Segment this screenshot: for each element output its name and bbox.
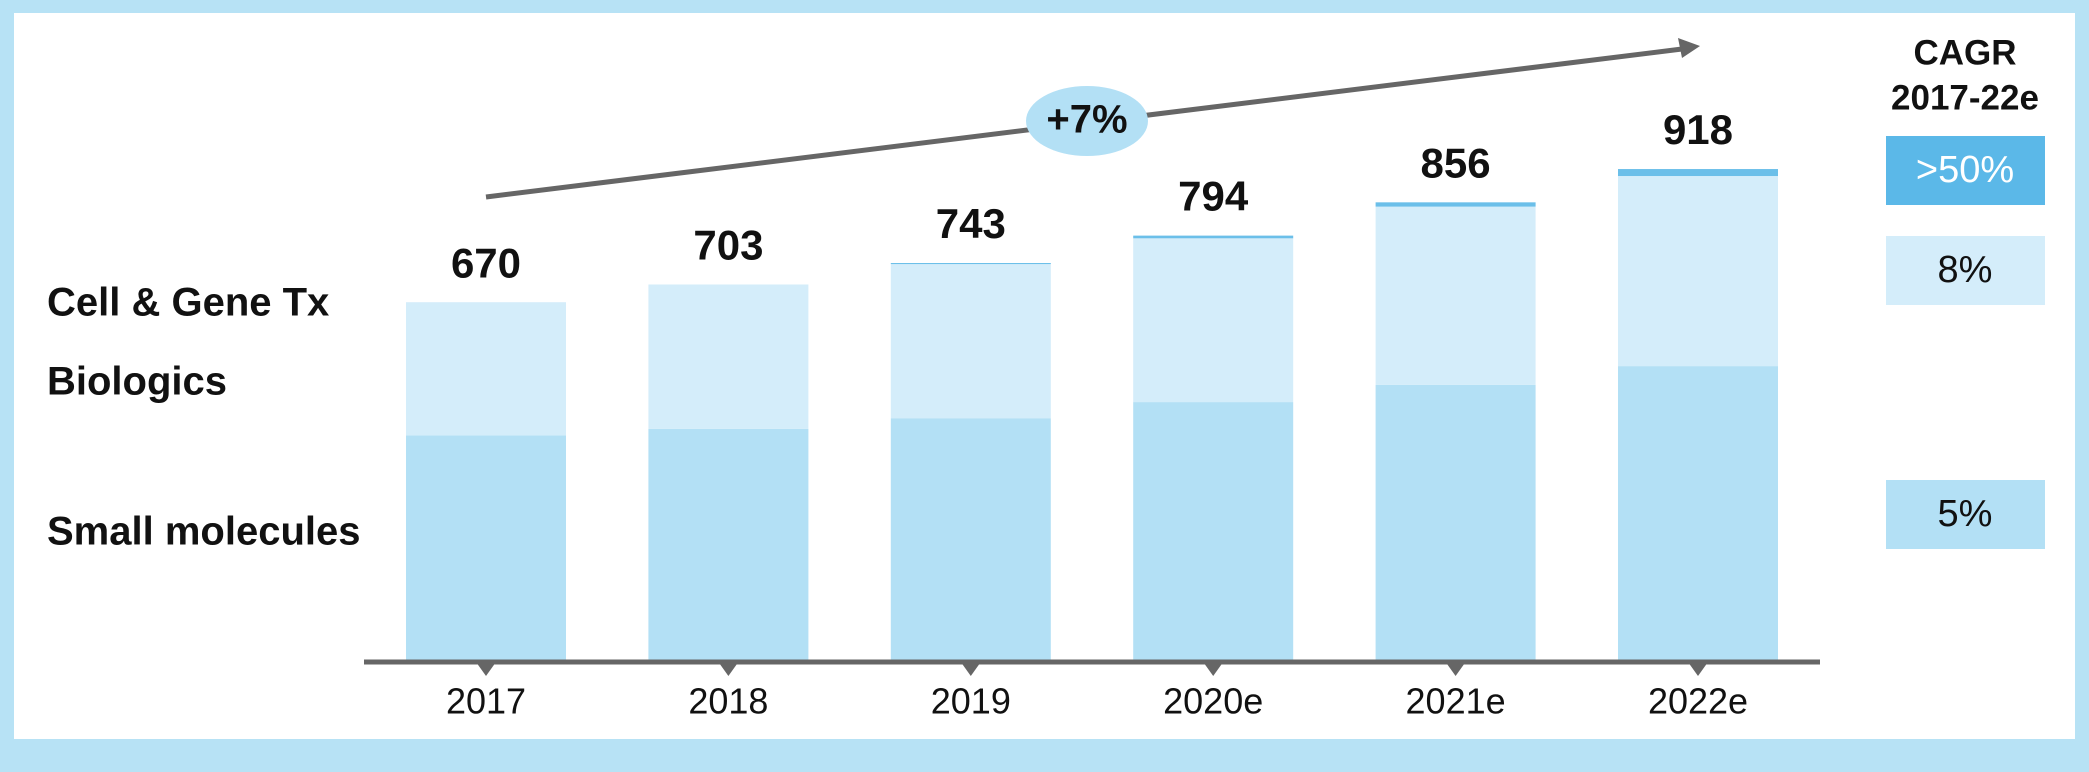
bar-segment	[1618, 169, 1778, 177]
bar-segment	[1375, 202, 1536, 207]
tick-marker	[1445, 662, 1466, 676]
total-label: 794	[1178, 173, 1249, 220]
legend-label: Cell & Gene Tx	[47, 281, 329, 325]
bar-segment	[1133, 235, 1294, 239]
bar-segment	[1375, 384, 1536, 662]
tick-marker	[960, 662, 981, 676]
cagr-box	[1886, 136, 2045, 205]
total-label: 856	[1421, 139, 1491, 186]
annotation: +7%	[1046, 98, 1127, 142]
bar-segment	[890, 263, 1051, 265]
bar-segment	[406, 435, 566, 662]
bar-segment	[648, 428, 809, 662]
bar-segment	[1375, 206, 1536, 385]
x-tick-label: 2019	[931, 681, 1011, 722]
x-tick-label: 2017	[446, 681, 526, 722]
tick-marker	[1203, 662, 1224, 676]
tick-marker	[1688, 662, 1708, 676]
cagr-label: 5%	[1938, 493, 1993, 535]
arrow-head	[1678, 38, 1700, 58]
cagr-box	[1886, 480, 2045, 549]
legend-label: Small molecules	[47, 510, 360, 554]
x-tick-label: 2021e	[1406, 681, 1506, 722]
bar-segment	[1618, 176, 1778, 367]
bar-segment	[406, 302, 566, 436]
cagr-title: 2017-22e	[1891, 78, 2039, 117]
bar-segment	[1618, 366, 1778, 662]
total-label: 743	[936, 200, 1006, 247]
bar-segment	[890, 264, 1051, 419]
cagr-box	[1886, 236, 2045, 305]
tick-marker	[718, 662, 739, 676]
annotation-bubble	[1026, 86, 1148, 156]
cagr-title: CAGR	[1913, 33, 2016, 72]
total-label: 703	[693, 222, 763, 269]
x-tick-label: 2022e	[1648, 681, 1748, 722]
x-tick-label: 2020e	[1163, 681, 1263, 722]
x-tick-label: 2018	[688, 681, 768, 722]
tick-marker	[476, 662, 496, 676]
bar-segment	[648, 284, 809, 429]
bar-segment	[1133, 402, 1294, 662]
bar-segment	[890, 418, 1051, 662]
total-label: 670	[451, 239, 521, 286]
bar-segment	[1133, 238, 1294, 403]
cagr-label: >50%	[1916, 149, 2014, 191]
legend-label: Biologics	[47, 360, 227, 404]
cagr-label: 8%	[1938, 249, 1993, 291]
total-label: 918	[1663, 106, 1733, 153]
